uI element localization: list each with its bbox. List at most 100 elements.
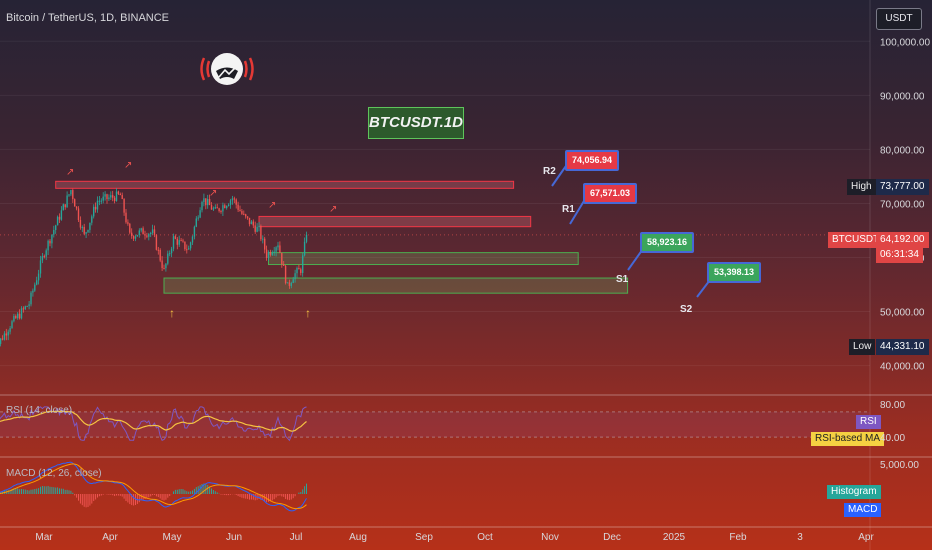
candle-body [142, 228, 144, 235]
candle-body [258, 225, 260, 227]
author-logo-icon [198, 44, 256, 94]
pivot-high-marker: ↗ [66, 167, 74, 178]
candle-body [11, 321, 13, 329]
candle-body [140, 228, 142, 231]
y-tick-label: 40,000.00 [880, 362, 925, 373]
rsi-ma-tag: RSI-based MA [811, 432, 885, 446]
candle-body [290, 283, 292, 286]
rsi-tick-80: 80.00 [880, 400, 906, 411]
rsi-tag: RSI [856, 415, 881, 429]
candle-body [26, 306, 28, 308]
candle-body [172, 236, 175, 249]
candle-body [108, 197, 110, 200]
x-tick-label: 3 [797, 532, 803, 543]
candle-body [273, 251, 275, 253]
candle-body [104, 194, 106, 197]
candle-body [151, 229, 154, 233]
candle-body [106, 194, 108, 200]
candle-body [237, 204, 239, 210]
macd-line [0, 461, 307, 512]
candle-body [267, 251, 270, 259]
candle-body [197, 217, 199, 219]
candle-body [113, 197, 116, 202]
r2-label: R2 [543, 166, 556, 177]
zone-r2 [55, 180, 515, 189]
candle-body [155, 235, 158, 250]
candle-body [39, 260, 42, 274]
candle-body [170, 248, 173, 254]
candle-body [163, 268, 165, 270]
candle-body [220, 211, 222, 213]
candle-body [55, 225, 57, 230]
candle-body [302, 255, 304, 273]
candle-body [127, 222, 129, 224]
candle-body [201, 202, 203, 211]
macd-tag: MACD [844, 503, 882, 517]
candle-body [298, 267, 300, 270]
candle-body [235, 199, 237, 205]
candle-body [205, 198, 207, 206]
candle-body [216, 207, 218, 209]
candle-body [93, 206, 95, 217]
x-tick-label: Jul [290, 532, 303, 543]
candle-body [286, 282, 289, 284]
candle-body [283, 264, 285, 266]
candle-body [207, 199, 209, 206]
candle-body [292, 279, 294, 284]
candle-body [123, 198, 125, 213]
s2-price-box: 53,398.13 [707, 262, 761, 283]
candle-body [9, 328, 11, 332]
candle-body [226, 206, 228, 209]
rsi-pane-title[interactable]: RSI (14, close) [6, 405, 73, 416]
candle-body [159, 249, 161, 261]
candle-body [199, 210, 201, 218]
macd-pane-title[interactable]: MACD (12, 26, close) [6, 468, 102, 479]
candle-body [146, 235, 148, 237]
candle-body [77, 208, 80, 220]
y-tick-label: 80,000.00 [880, 145, 925, 156]
candle-body [148, 234, 150, 237]
candle-body [189, 242, 192, 249]
y-tick-label: 50,000.00 [880, 308, 925, 319]
candle-body [17, 313, 19, 319]
last-price-tag: 64,192.00 [876, 232, 929, 248]
x-tick-label: Oct [477, 532, 493, 543]
candle-body [214, 207, 216, 209]
pivot-high-marker: ↗ [209, 188, 217, 199]
candle-body [284, 265, 287, 284]
candle-body [41, 256, 44, 261]
low-value: 44,331.10 [876, 339, 929, 355]
candle-body [51, 234, 53, 244]
candle-body [13, 316, 15, 322]
candle-body [119, 194, 121, 196]
candle-body [56, 216, 59, 226]
candle-body [186, 249, 188, 251]
candle-body [131, 232, 133, 237]
candle-body [20, 308, 23, 319]
y-tick-label: 100,000.00 [880, 37, 930, 48]
candle-body [66, 195, 68, 208]
candle-body [296, 267, 298, 274]
candle-body [264, 238, 266, 250]
r1-label: R1 [562, 204, 575, 215]
candle-body [134, 236, 137, 239]
candle-body [195, 218, 197, 227]
candle-body [100, 200, 102, 202]
candle-body [28, 304, 30, 307]
candle-body [132, 236, 135, 239]
candle-body [294, 273, 296, 280]
rsi-ma-line [0, 410, 307, 432]
candle-body [70, 190, 72, 195]
x-tick-label: Apr [102, 532, 118, 543]
candle-body [74, 199, 76, 207]
candle-body [110, 195, 112, 198]
candle-body [262, 238, 264, 240]
candle-body [231, 198, 234, 201]
candle-body [112, 195, 114, 198]
candle-body [203, 198, 205, 203]
candle-body [188, 248, 190, 250]
x-tick-label: Dec [603, 532, 621, 543]
currency-button[interactable]: USDT [876, 8, 922, 30]
